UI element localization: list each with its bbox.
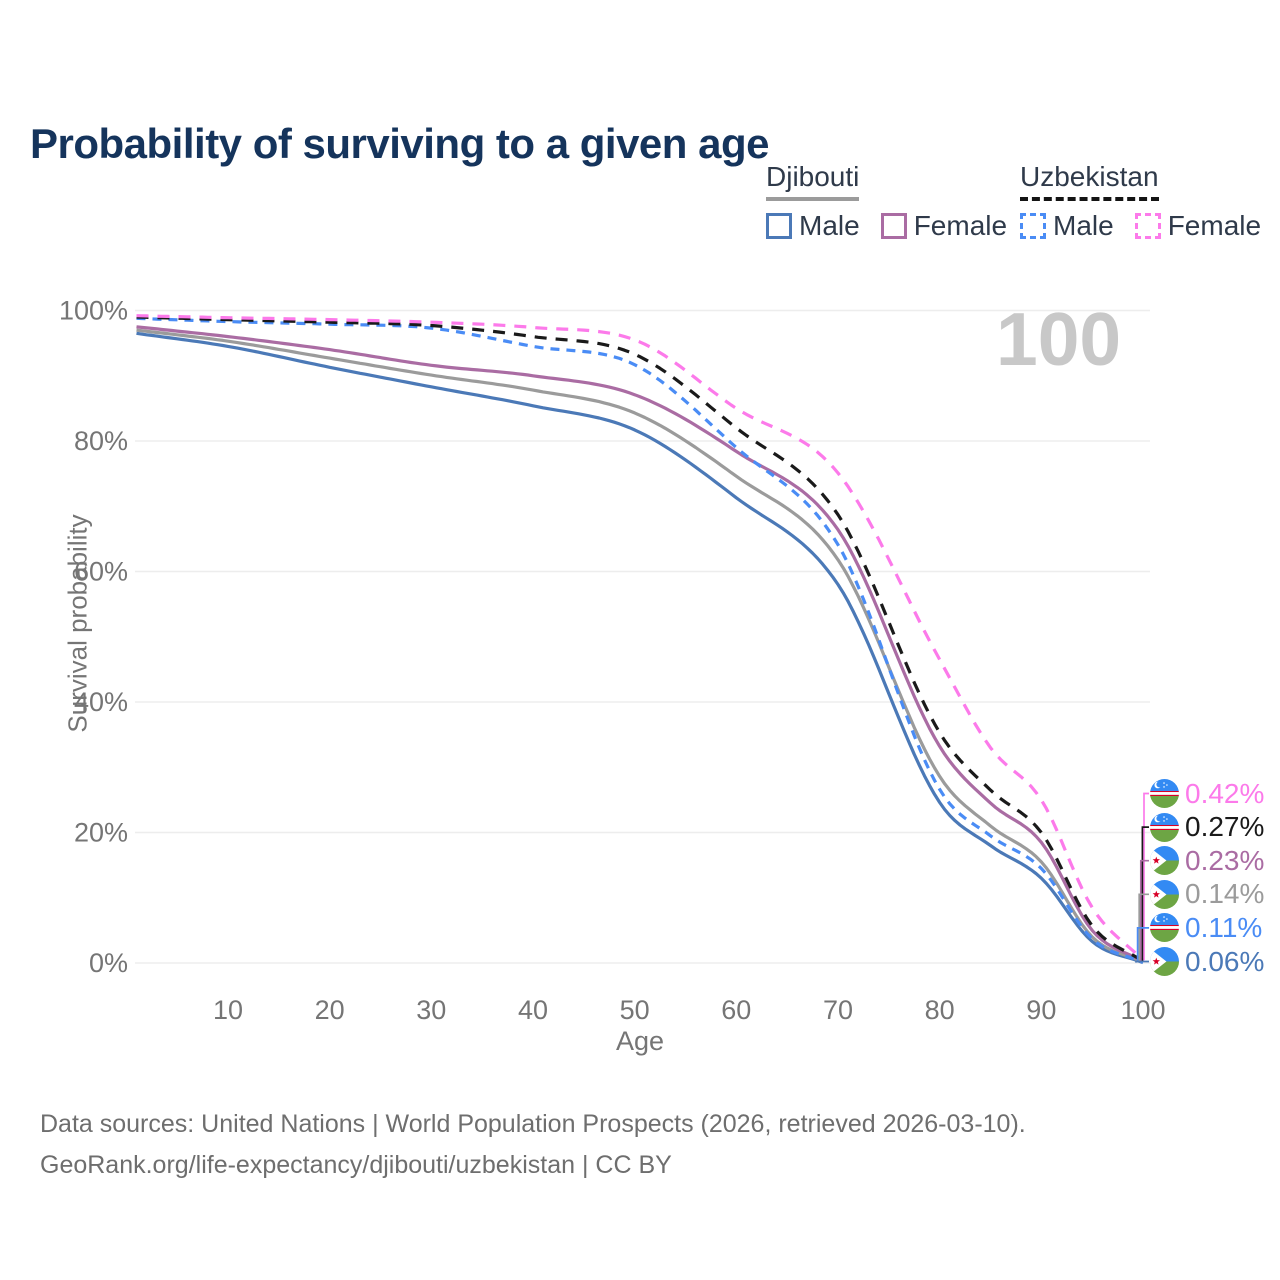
x-tick-label: 60: [721, 995, 751, 1025]
series-line-djibouti-male[interactable]: [136, 331, 1144, 965]
end-label-value: 0.14%: [1185, 878, 1265, 910]
uzbekistan-flag-icon: [1150, 913, 1179, 943]
x-tick-label: 20: [315, 995, 345, 1025]
legend-label-djibouti-female[interactable]: Female: [913, 210, 1008, 241]
x-tick-label: 100: [1120, 995, 1165, 1025]
end-label-value: 0.42%: [1185, 777, 1265, 809]
y-axis-title: Survival probability: [62, 514, 93, 733]
djibouti-flag-icon: [1150, 846, 1179, 876]
y-tick-label: 0%: [89, 948, 128, 978]
end-label-connector: [1135, 960, 1149, 963]
series-line-uzbekistan-both-sexes[interactable]: [136, 315, 1144, 963]
legend-swatch-uzbekistan-female[interactable]: [1134, 213, 1161, 239]
legend-label-uzbekistan-female[interactable]: Female: [1167, 210, 1262, 241]
legend-group-uzbekistan: Uzbekistan Male Female: [1020, 161, 1261, 242]
uzbekistan-flag-icon: [1150, 779, 1179, 808]
end-label-row-uzbekistan-both-sexes: 0.27%: [1150, 811, 1265, 843]
djibouti-flag-icon: [1150, 947, 1179, 976]
series-line-djibouti-both-sexes[interactable]: [136, 328, 1144, 964]
footer-url: GeoRank.org/life-expectancy/djibouti/uzb…: [40, 1151, 672, 1179]
djibouti-flag-icon: [1150, 879, 1179, 909]
end-label-connector: [1138, 893, 1149, 963]
end-label-value: 0.23%: [1185, 844, 1265, 876]
footer-attribution: Data sources: United Nations | World Pop…: [40, 1104, 1026, 1186]
y-tick-label: 100%: [59, 296, 128, 326]
end-label-value: 0.27%: [1185, 811, 1265, 843]
x-tick-label: 10: [213, 995, 243, 1025]
legend-header-uzbekistan[interactable]: Uzbekistan: [1020, 161, 1159, 201]
end-label-connector: [1141, 826, 1149, 962]
x-tick-label: 90: [1026, 995, 1056, 1025]
x-axis-title: Age: [615, 1026, 665, 1056]
series-line-djibouti-female[interactable]: [136, 325, 1144, 963]
legend-swatch-djibouti-female[interactable]: [880, 213, 907, 239]
legend-swatch-uzbekistan-male[interactable]: [1020, 213, 1046, 239]
footer-data-sources: Data sources: United Nations | World Pop…: [40, 1110, 1026, 1138]
x-tick-label: 30: [416, 995, 446, 1025]
x-tick-label: 80: [925, 995, 955, 1025]
end-label-row-uzbekistan-male: 0.11%: [1150, 911, 1263, 943]
page-title: Probability of surviving to a given age: [30, 120, 769, 168]
x-tick-label: 40: [518, 995, 548, 1025]
y-tick-label: 80%: [74, 426, 128, 456]
legend-header-djibouti[interactable]: Djibouti: [766, 161, 860, 201]
series-line-uzbekistan-female[interactable]: [136, 314, 1145, 962]
x-tick-label: 50: [620, 995, 650, 1025]
legend-swatch-djibouti-male[interactable]: [766, 213, 792, 239]
end-label-connector: [1136, 927, 1149, 963]
end-label-row-djibouti-male: 0.06%: [1150, 945, 1265, 977]
y-tick-label: 60%: [74, 557, 128, 587]
end-label-row-djibouti-female: 0.23%: [1150, 844, 1265, 876]
legend-group-djibouti: Djibouti Male Female: [766, 161, 1007, 242]
end-label-value: 0.11%: [1185, 911, 1263, 943]
y-tick-label: 40%: [74, 687, 128, 717]
end-label-value: 0.06%: [1185, 945, 1265, 977]
uzbekistan-flag-icon: [1150, 812, 1179, 842]
y-tick-label: 20%: [74, 818, 128, 848]
legend-label-djibouti-male[interactable]: Male: [799, 210, 860, 241]
series-line-uzbekistan-male[interactable]: [136, 316, 1144, 964]
end-label-row-uzbekistan-female: 0.42%: [1150, 777, 1265, 809]
end-label-row-djibouti-both-sexes: 0.14%: [1150, 878, 1265, 910]
x-tick-label: 70: [823, 995, 853, 1025]
end-label-connector: [1143, 792, 1149, 961]
legend-label-uzbekistan-male[interactable]: Male: [1053, 210, 1114, 241]
